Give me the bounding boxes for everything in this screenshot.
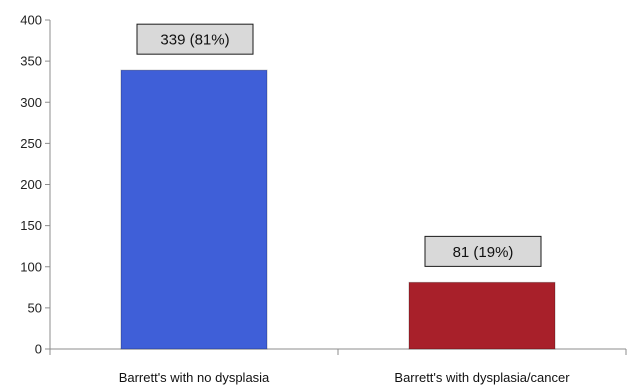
data-label-2: 81 (19%) (453, 244, 514, 261)
y-tick-label: 100 (20, 259, 42, 274)
tick-labels: 0 50 100 150 200 250 300 350 400 Barrett's with n… (20, 13, 570, 386)
y-tick-label: 400 (20, 13, 42, 28)
y-tick-label: 150 (20, 218, 42, 233)
data-label-box-1 (136, 23, 254, 55)
y-tick-label: 200 (20, 177, 42, 192)
bar-2 (408, 281, 556, 350)
bars (120, 69, 556, 350)
data-labels: 339 (81%) 81 (19%) (136, 23, 542, 267)
y-tick-label: 300 (20, 95, 42, 110)
y-tick-label: 350 (20, 54, 42, 69)
y-tick-label: 50 (28, 300, 42, 315)
y-tick-label: 250 (20, 136, 42, 151)
bar-1 (120, 69, 268, 350)
x-category-label-1: Barrett's with no dysplasia (119, 370, 270, 385)
y-tick-label: 0 (35, 342, 42, 357)
data-label-1: 339 (81%) (160, 32, 229, 49)
x-category-label-2: Barrett's with dysplasia/cancer (394, 370, 570, 385)
data-label-box-2 (424, 235, 542, 267)
